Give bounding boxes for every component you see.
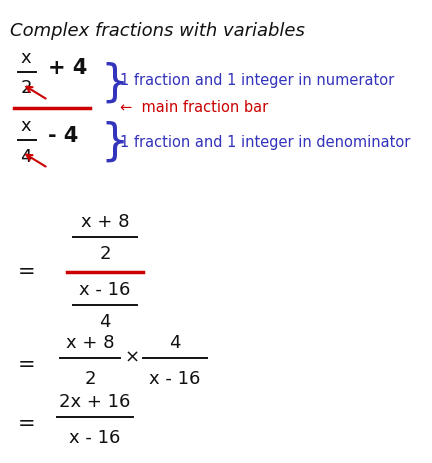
Text: }: }: [100, 62, 128, 105]
Text: =: =: [18, 355, 35, 375]
Text: ×: ×: [124, 349, 140, 367]
Text: 1 fraction and 1 integer in numerator: 1 fraction and 1 integer in numerator: [120, 73, 394, 88]
Text: 2: 2: [20, 79, 32, 97]
Text: + 4: + 4: [48, 58, 87, 78]
Text: x - 16: x - 16: [79, 281, 131, 299]
Text: =: =: [18, 414, 35, 434]
Text: 2: 2: [99, 245, 111, 263]
Text: }: }: [100, 120, 128, 163]
Text: 1 fraction and 1 integer in denominator: 1 fraction and 1 integer in denominator: [120, 134, 410, 150]
Text: 4: 4: [169, 334, 181, 352]
Text: Complex fractions with variables: Complex fractions with variables: [10, 22, 305, 40]
Text: x: x: [21, 117, 31, 135]
Text: x - 16: x - 16: [149, 370, 201, 388]
Text: x: x: [21, 49, 31, 67]
Text: - 4: - 4: [48, 126, 78, 146]
Text: x - 16: x - 16: [69, 429, 121, 447]
Text: =: =: [18, 262, 35, 282]
Text: 4: 4: [99, 313, 111, 331]
Text: x + 8: x + 8: [66, 334, 114, 352]
Text: x + 8: x + 8: [81, 213, 129, 231]
Text: 2: 2: [84, 370, 96, 388]
Text: 2x + 16: 2x + 16: [59, 393, 131, 411]
Text: ←  main fraction bar: ← main fraction bar: [120, 100, 268, 115]
Text: 4: 4: [20, 148, 32, 166]
